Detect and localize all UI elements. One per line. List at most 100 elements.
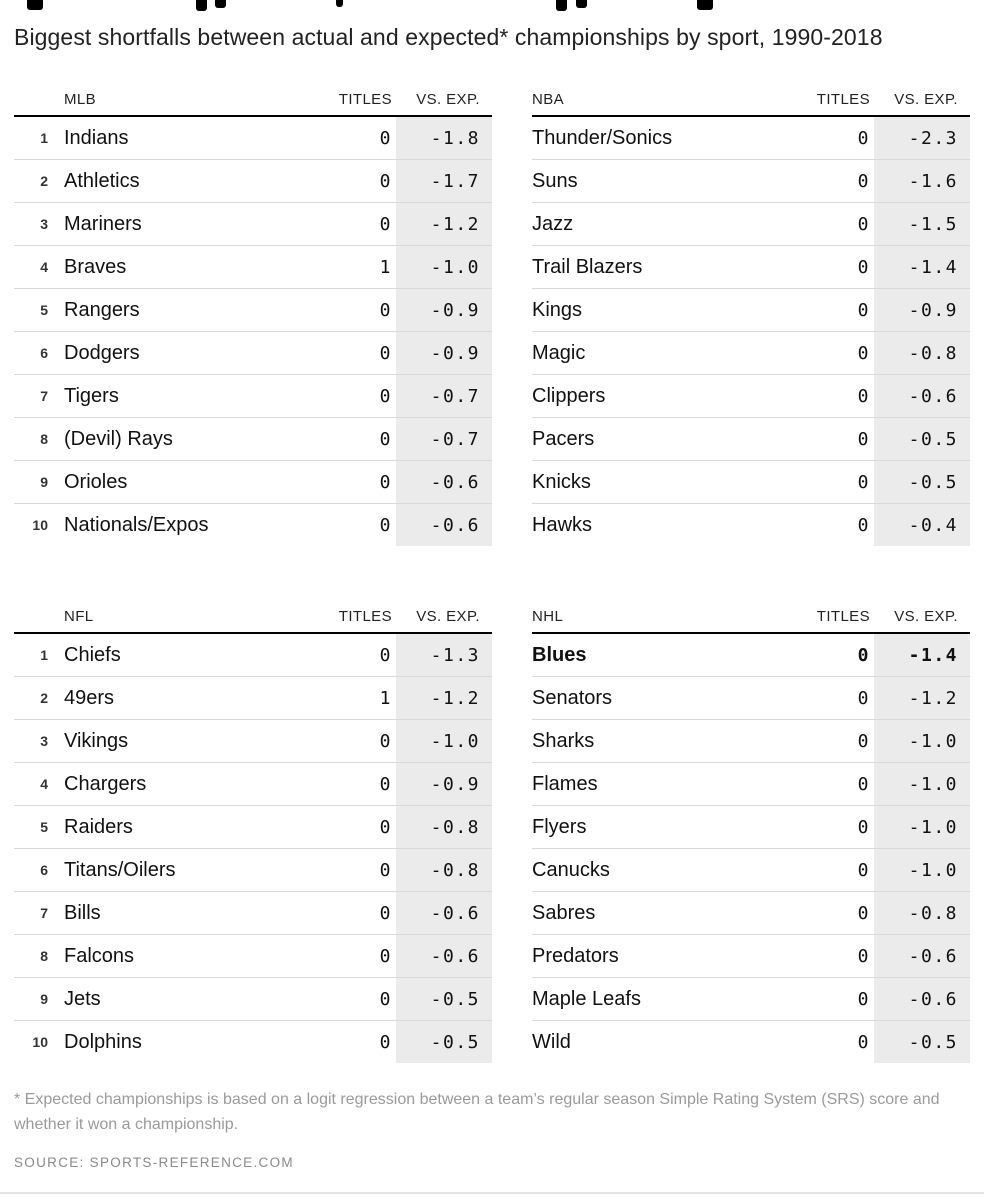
league-label: NHL xyxy=(532,608,564,625)
titles-value: 0 xyxy=(379,859,392,881)
table-row: Suns 0 -1.6 xyxy=(532,160,970,203)
table-row: 3 Mariners 0 -1.2 xyxy=(14,203,492,246)
table-row: Senators 0 -1.2 xyxy=(532,677,970,720)
table-row: Kings 0 -0.9 xyxy=(532,289,970,332)
titles-value: 0 xyxy=(379,730,392,752)
team-name: Athletics xyxy=(64,169,140,192)
vsexp-value: -1.0 xyxy=(396,246,492,288)
league-label: NBA xyxy=(532,91,565,108)
vsexp-value: -1.0 xyxy=(874,806,970,848)
team-name: Trail Blazers xyxy=(532,255,643,278)
tables-row-2: NFL TITLES VS. EXP. 1 Chiefs 0 -1.3 2 49ers 1-… xyxy=(14,598,970,1063)
vsexp-header: VS. EXP. xyxy=(416,91,480,108)
titles-value: 0 xyxy=(379,213,392,235)
vsexp-value: -1.0 xyxy=(396,720,492,762)
titles-value: 0 xyxy=(857,988,870,1010)
clipped-title-fragment xyxy=(556,0,567,11)
vsexp-value: -0.6 xyxy=(874,978,970,1020)
titles-value: 0 xyxy=(857,170,870,192)
clipped-title-fragment xyxy=(697,0,713,10)
team-name: Chargers xyxy=(64,772,147,795)
titles-value: 0 xyxy=(857,945,870,967)
titles-value: 0 xyxy=(857,902,870,924)
vsexp-value: -0.5 xyxy=(396,1021,492,1063)
clipped-title-fragment xyxy=(27,0,43,10)
titles-value: 0 xyxy=(379,644,392,666)
rank-number: 3 xyxy=(40,733,48,749)
vsexp-value: -1.0 xyxy=(874,763,970,805)
titles-value: 0 xyxy=(379,1031,392,1053)
titles-value: 0 xyxy=(857,342,870,364)
table-row: 2 49ers 1 -1.2 xyxy=(14,677,492,720)
team-name: Jets xyxy=(64,987,101,1010)
vsexp-value: -0.7 xyxy=(396,418,492,460)
team-name: Sharks xyxy=(532,729,595,752)
bottom-divider xyxy=(0,1192,984,1194)
table-row: 7 Bills 0 -0.6 xyxy=(14,892,492,935)
table-mlb: MLB TITLES VS. EXP. 1 Indians 0 -1.8 2 Athlet… xyxy=(14,81,492,546)
titles-value: 0 xyxy=(379,299,392,321)
titles-header: TITLES xyxy=(816,608,870,625)
team-name: Bills xyxy=(64,901,101,924)
vsexp-value: -1.3 xyxy=(396,634,492,676)
vsexp-value: -0.9 xyxy=(396,763,492,805)
table-body: Thunder/Sonics 0 -2.3 Suns 0 -1.6 Jazz 0 -1.5 Tra… xyxy=(532,117,970,546)
vsexp-value: -1.0 xyxy=(874,720,970,762)
table-row: 5 Raiders 0 -0.8 xyxy=(14,806,492,849)
table-nhl: NHL TITLES VS. EXP. Blues 0 -1.4 Senators 0-… xyxy=(532,598,970,1063)
table-row: Magic 0 -0.8 xyxy=(532,332,970,375)
team-name: Canucks xyxy=(532,858,610,881)
clipped-title-fragment xyxy=(336,0,343,7)
vsexp-value: -1.2 xyxy=(396,203,492,245)
table-row: 9 Jets 0 -0.5 xyxy=(14,978,492,1021)
table-header: NFL TITLES VS. EXP. xyxy=(14,598,492,634)
rank-number: 10 xyxy=(32,1034,48,1050)
titles-header: TITLES xyxy=(338,91,392,108)
team-name: Magic xyxy=(532,341,586,364)
clipped-headline xyxy=(0,0,984,13)
chart-subtitle: Biggest shortfalls between actual and ex… xyxy=(14,24,883,50)
team-name: Mariners xyxy=(64,212,142,235)
table-row: 2 Athletics 0 -1.7 xyxy=(14,160,492,203)
titles-value: 0 xyxy=(379,471,392,493)
clipped-title-fragment xyxy=(576,0,587,8)
vsexp-value: -1.2 xyxy=(396,677,492,719)
titles-value: 0 xyxy=(379,816,392,838)
table-row: 1 Chiefs 0 -1.3 xyxy=(14,634,492,677)
titles-value: 0 xyxy=(379,385,392,407)
team-name: Nationals/Expos xyxy=(64,513,209,536)
table-nba: NBA TITLES VS. EXP. Thunder/Sonics 0 -2.3 S… xyxy=(532,81,970,546)
rank-number: 2 xyxy=(40,690,48,706)
table-header: NBA TITLES VS. EXP. xyxy=(532,81,970,117)
table-row: Canucks 0 -1.0 xyxy=(532,849,970,892)
titles-value: 0 xyxy=(857,644,870,666)
vsexp-value: -0.5 xyxy=(874,461,970,503)
table-nfl: NFL TITLES VS. EXP. 1 Chiefs 0 -1.3 2 49ers 1-… xyxy=(14,598,492,1063)
league-label: NFL xyxy=(64,608,94,625)
vsexp-value: -0.6 xyxy=(396,504,492,546)
vsexp-value: -1.2 xyxy=(874,677,970,719)
team-name: Falcons xyxy=(64,944,135,967)
table-row: 1 Indians 0 -1.8 xyxy=(14,117,492,160)
rank-number: 4 xyxy=(40,776,48,792)
team-name: Chiefs xyxy=(64,643,121,666)
team-name: (Devil) Rays xyxy=(64,427,173,450)
titles-value: 0 xyxy=(379,342,392,364)
titles-value: 0 xyxy=(857,428,870,450)
titles-value: 0 xyxy=(857,127,870,149)
table-row: Hawks 0 -0.4 xyxy=(532,504,970,546)
table-row: 10 Nationals/Expos 0 -0.6 xyxy=(14,504,492,546)
titles-value: 0 xyxy=(857,385,870,407)
titles-value: 1 xyxy=(379,256,392,278)
table-row: Jazz 0 -1.5 xyxy=(532,203,970,246)
titles-value: 0 xyxy=(379,902,392,924)
vsexp-header: VS. EXP. xyxy=(894,91,958,108)
vsexp-value: -0.6 xyxy=(874,935,970,977)
rank-number: 7 xyxy=(40,388,48,404)
table-row: 4 Chargers 0 -0.9 xyxy=(14,763,492,806)
table-body: 1 Indians 0 -1.8 2 Athletics 0 -1.7 3 Mariners 0 -1… xyxy=(14,117,492,546)
rank-number: 6 xyxy=(40,345,48,361)
titles-value: 0 xyxy=(857,514,870,536)
titles-value: 0 xyxy=(857,816,870,838)
team-name: Tigers xyxy=(64,384,119,407)
